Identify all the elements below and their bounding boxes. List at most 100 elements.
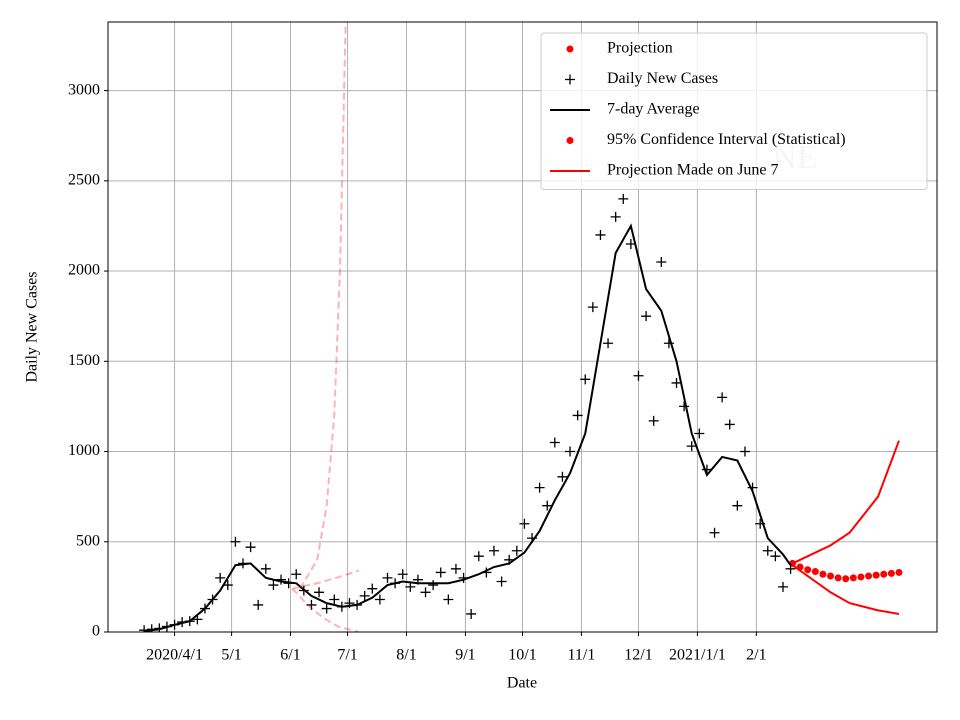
data-point <box>260 563 271 574</box>
legend-label: 95% Confidence Interval (Statistical) <box>607 131 846 148</box>
data-point <box>245 542 256 553</box>
data-point <box>785 563 796 574</box>
x-tick-label: 5/1 <box>221 647 241 664</box>
legend-swatch <box>566 137 574 144</box>
data-point <box>663 338 674 349</box>
line <box>144 223 792 632</box>
data-point <box>534 482 545 493</box>
data-point <box>314 587 325 598</box>
data-point <box>321 603 332 614</box>
x-tick-label: 7/1 <box>337 647 357 664</box>
y-tick-label: 2500 <box>68 171 100 188</box>
data-point <box>819 570 827 578</box>
x-tick-label: 2020/4/1 <box>146 647 203 664</box>
data-point <box>827 572 835 580</box>
data-point <box>842 575 850 583</box>
data-point <box>473 551 484 562</box>
legend-label: Projection Made on June 7 <box>607 162 779 179</box>
data-point <box>770 551 781 562</box>
legend-box <box>540 32 928 190</box>
data-point <box>587 302 598 313</box>
data-point <box>762 545 773 556</box>
data-point <box>739 446 750 457</box>
data-point <box>496 576 507 587</box>
data-point <box>656 257 667 268</box>
y-tick-label: 1000 <box>68 442 100 459</box>
data-point <box>367 583 378 594</box>
data-point <box>557 471 568 482</box>
data-point <box>329 594 340 605</box>
y-tick-label: 1500 <box>68 352 100 369</box>
x-tick-label: 9/1 <box>455 647 475 664</box>
data-point <box>359 590 370 601</box>
data-point <box>572 410 583 421</box>
data-point <box>291 569 302 580</box>
data-point <box>382 572 393 583</box>
data-point <box>694 428 705 439</box>
y-axis-label: Daily New Cases <box>24 271 41 382</box>
data-point <box>811 568 819 576</box>
data-point <box>405 581 416 592</box>
y-tick-label: 500 <box>76 532 100 549</box>
data-point <box>488 545 499 556</box>
data-point <box>777 581 788 592</box>
data-point <box>595 229 606 240</box>
data-point <box>618 193 629 204</box>
legend-label: 7-day Average <box>607 101 700 118</box>
data-point <box>450 563 461 574</box>
data-point <box>374 594 385 605</box>
y-tick-label: 0 <box>92 623 100 640</box>
data-point <box>872 571 880 579</box>
data-point <box>732 500 743 511</box>
data-point <box>610 211 621 222</box>
data-point <box>887 569 895 577</box>
x-tick-label: 11/1 <box>568 647 596 664</box>
data-point <box>671 377 682 388</box>
legend: Projection Daily New Cases 7-day Average 95… <box>540 32 928 190</box>
data-point <box>880 570 888 578</box>
data-point <box>549 437 560 448</box>
data-point <box>709 527 720 538</box>
data-point <box>648 415 659 426</box>
x-tick-label: 6/1 <box>280 647 300 664</box>
data-point <box>895 568 903 576</box>
data-point <box>397 569 408 580</box>
data-point <box>268 580 279 591</box>
dashed-projection <box>292 569 360 590</box>
data-point <box>443 594 454 605</box>
y-tick-label: 2000 <box>68 262 100 279</box>
data-point <box>435 567 446 578</box>
data-point <box>230 536 241 547</box>
plot-area <box>139 22 903 632</box>
data-point <box>641 311 652 322</box>
x-tick-label: 2/1 <box>746 647 766 664</box>
data-point <box>849 574 857 582</box>
ci-lower <box>791 564 900 615</box>
x-tick-label: 12/1 <box>624 647 652 664</box>
data-point <box>253 599 264 610</box>
data-point <box>306 599 317 610</box>
data-point <box>686 441 697 452</box>
ci-upper <box>792 440 900 565</box>
data-point <box>428 580 439 591</box>
data-point <box>565 446 576 457</box>
data-point <box>717 392 728 403</box>
data-point <box>603 338 614 349</box>
x-axis-label: Date <box>507 675 537 692</box>
data-point <box>804 566 812 574</box>
data-point <box>679 401 690 412</box>
legend-swatch <box>565 74 575 85</box>
data-point <box>519 518 530 529</box>
x-tick-label: 2021/1/1 <box>669 647 726 664</box>
data-point <box>580 374 591 385</box>
legend-label: Daily New Cases <box>607 70 718 87</box>
x-tick-label: 10/1 <box>508 647 536 664</box>
x-tick-label: 8/1 <box>396 647 416 664</box>
data-point <box>724 419 735 430</box>
plot-frame <box>107 21 938 633</box>
data-point <box>633 370 644 381</box>
data-point <box>857 573 865 581</box>
legend-label: Projection <box>607 40 673 57</box>
data-point <box>215 572 226 583</box>
